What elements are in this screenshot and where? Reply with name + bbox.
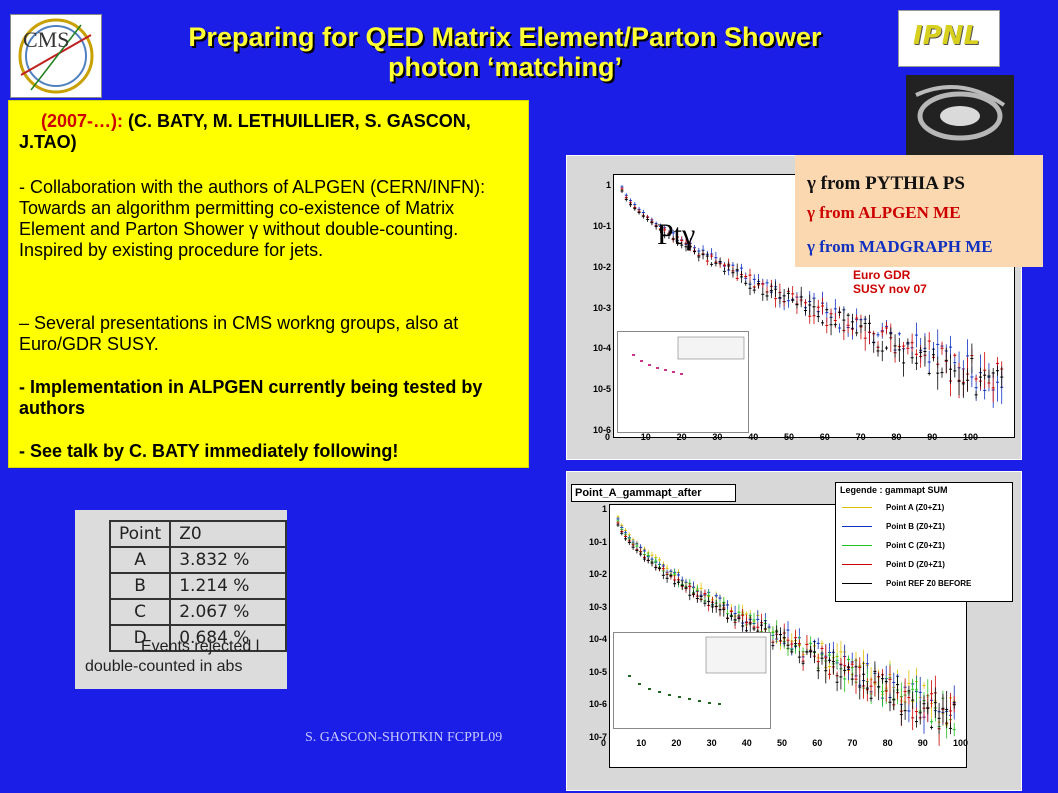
plot2-legend-entry: Point B (Z0+Z1) [842,522,945,531]
page-title: Preparing for QED Matrix Element/Parton … [110,22,900,82]
plot2-x-tick: 30 [706,738,717,748]
plot2-y-tick: 1 [601,504,607,514]
plot2-x-tick: 0 [601,738,607,748]
plot1-x-tick: 50 [784,432,795,442]
plot2-legend-entry: Point C (Z0+Z1) [842,541,945,550]
plot1-x-tick: 30 [712,432,723,442]
plot2-x-tick: 70 [847,738,858,748]
plot1-y-tick: 10-4 [592,343,611,354]
table-header-point: Point [108,520,172,548]
summary-box: (2007-…): (C. BATY, M. LETHUILLIER, S. G… [8,100,529,468]
plot1-x-tick: 60 [819,432,830,442]
plot2-legend-entry: Point D (Z0+Z1) [842,560,945,569]
plot2-legend: Legende : gammapt SUM Point A (Z0+Z1) Poi… [835,482,1013,602]
plot2-inset [613,632,771,729]
plot1-y-tick: 10-1 [592,220,611,231]
plot1-y-tick: 10-5 [592,384,611,395]
plot2-legend-title: Legende : gammapt SUM [840,485,948,495]
table-header-z0: Z0 [169,520,287,548]
plot2-y-tick: 10-4 [588,634,607,645]
plot1-x-tick: 100 [963,432,979,442]
plot1-graph [620,185,1004,408]
title-line-1: Preparing for QED Matrix Element/Parton … [188,22,822,52]
plot2-y-tick: 10-3 [588,601,607,612]
plot2-y-tick: 10-1 [588,536,607,547]
table-row: A 3.832 % [108,546,287,574]
table-caption-2: double-counted in abs [85,658,243,675]
box-paragraph-1: - Collaboration with the authors of ALPG… [19,177,486,260]
plot2-legend-entry: Point REF Z0 BEFORE [842,579,971,588]
legend-madgraph: γ from MADGRAPH ME [807,237,993,256]
title-line-2: photon ‘matching’ [388,52,622,82]
plot1-note: Euro GDR SUSY nov 07 [853,268,927,296]
plot2-y-tick: 10-5 [588,666,607,677]
plot1-x-tick: 10 [640,432,651,442]
table-row: D 0.684 % [108,624,287,652]
galaxy-image [906,75,1014,157]
plot2-x-tick: 90 [917,738,928,748]
plot1-y-tick: 10-6 [592,425,611,435]
footer-text: S. GASCON-SHOTKIN FCPPL09 [305,730,503,745]
plot2-y-tick: 10-2 [588,569,607,580]
plot1-x-tick: 90 [927,432,938,442]
box-header-authors: (C. BATY, M. LETHUILLIER, S. GASCON, J.T… [19,111,471,152]
plot1-x-tick: 20 [676,432,687,442]
plot2-legend-entry: Point A (Z0+Z1) [842,503,944,512]
box-paragraph-3: - Implementation in ALPGEN currently bei… [19,377,483,418]
plot1-legend: γ from PYTHIA PS γ from ALPGEN ME γ from… [795,155,1043,267]
box-header-date: (2007-…): [41,111,124,131]
plot2-y-tick: 10-7 [588,732,607,742]
plot2-x-tick: 50 [777,738,788,748]
plot1-x-tick: 70 [855,432,866,442]
plot1-x-tick: 40 [748,432,759,442]
plot1-y-tick: 10-3 [592,302,611,313]
plot1-y-tick: 10-2 [592,261,611,272]
box-paragraph-4: - See talk by C. BATY immediately follow… [19,441,399,461]
plot2-x-tick: 10 [636,738,647,748]
table-caption-1: Events rejected l [141,638,260,655]
plot2-title: Point_A_gammapt_after [571,484,736,502]
ipnl-logo: IPNL [898,10,1000,67]
plot2-panel: Point_A_gammapt_after Legende : gammapt … [566,471,1022,791]
plot1-inset [617,331,749,433]
plot2-graph [616,515,956,746]
box-paragraph-2: – Several presentations in CMS workng gr… [19,313,459,354]
plot2-x-tick: 40 [741,738,752,748]
table-row: B 1.214 % [108,572,287,600]
cms-logo: CMS [10,14,102,98]
ipnl-logo-text: IPNL [913,21,981,51]
plot2-x-tick: 60 [812,738,823,748]
plot2-x-tick: 100 [953,738,969,748]
plot1-pt-label: Ptγ [657,218,696,251]
box-header: (2007-…): (C. BATY, M. LETHUILLIER, S. G… [19,111,519,153]
plot2-x-tick: 80 [882,738,893,748]
plot1-x-tick: 80 [891,432,902,442]
plot1-x-tick: 0 [605,432,611,442]
rejection-table: Point Z0 A 3.832 % B 1.214 % C 2.067 % D 0.6… [75,510,287,689]
plot1-y-tick: 1 [605,180,611,190]
cms-logo-text: CMS [23,27,70,52]
plot2-x-tick: 20 [671,738,682,748]
plot2-y-tick: 10-6 [588,699,607,710]
legend-alpgen: γ from ALPGEN ME [807,203,961,222]
table-row: C 2.067 % [108,598,287,626]
legend-pythia: γ from PYTHIA PS [807,173,965,194]
